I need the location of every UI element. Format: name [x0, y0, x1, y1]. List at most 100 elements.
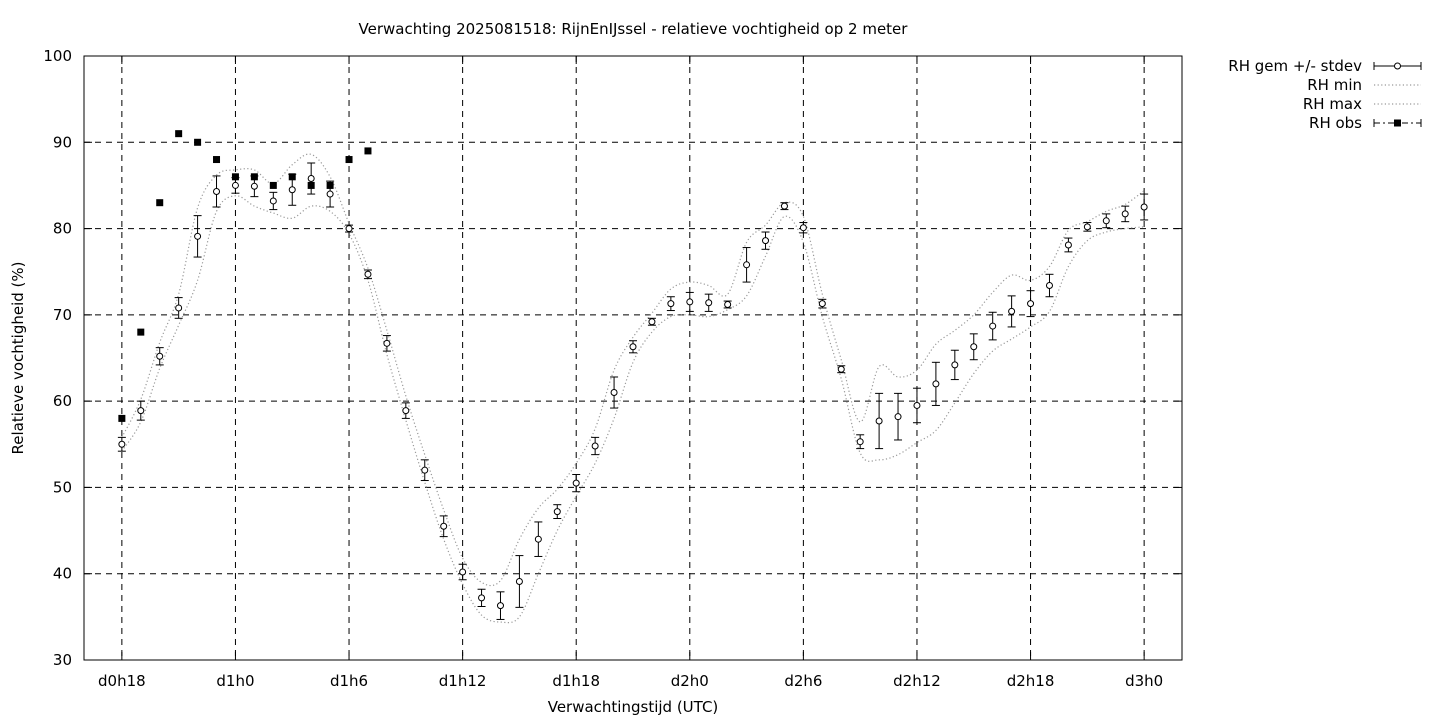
rh-mean-point — [363, 269, 372, 280]
rh-min-line — [121, 195, 1145, 624]
rh-mean-point — [1045, 273, 1054, 298]
mean-marker — [818, 300, 826, 308]
mean-marker — [1027, 300, 1035, 308]
mean-marker — [250, 182, 258, 190]
legend-item: RH max — [1303, 95, 1421, 113]
mean-marker — [194, 232, 202, 240]
mean-marker — [1102, 217, 1110, 225]
mean-marker — [913, 401, 921, 409]
mean-marker — [383, 339, 391, 347]
y-tick-label: 50 — [53, 478, 72, 496]
rh-mean-point — [269, 191, 278, 211]
obs-marker — [250, 173, 258, 181]
legend-label: RH obs — [1309, 114, 1362, 132]
mean-marker — [478, 594, 486, 602]
rh-mean-point — [439, 515, 448, 538]
rh-mean-point — [723, 300, 732, 309]
series-rh-min — [121, 195, 1145, 624]
mean-marker — [724, 301, 732, 309]
rh-mean-point — [345, 224, 354, 233]
mean-marker — [213, 187, 221, 195]
mean-marker — [780, 202, 788, 210]
rh-mean-point — [572, 473, 581, 493]
mean-marker — [402, 407, 410, 415]
y-axis-label: Relatieve vochtigheid (%) — [9, 261, 27, 454]
rh-mean-point — [155, 347, 164, 366]
mean-marker — [459, 568, 467, 576]
mean-marker — [440, 522, 448, 530]
x-tick-label: d1h12 — [439, 672, 487, 690]
obs-marker — [156, 199, 164, 207]
rh-mean-point — [1026, 290, 1035, 318]
mean-marker — [856, 438, 864, 446]
x-tick-label: d2h0 — [671, 672, 709, 690]
obs-marker — [364, 147, 372, 155]
mean-marker — [610, 389, 618, 397]
rh-mean-point — [894, 392, 903, 441]
rh-mean-point — [704, 293, 713, 312]
x-axis-label: Verwachtingstijd (UTC) — [548, 698, 719, 716]
y-tick-label: 80 — [53, 220, 72, 238]
rh-mean-point — [477, 588, 486, 608]
mean-marker — [269, 197, 277, 205]
obs-marker — [137, 328, 145, 336]
mean-marker — [667, 300, 675, 308]
mean-marker — [875, 417, 883, 425]
obs-marker — [269, 181, 277, 189]
obs-marker — [194, 138, 202, 146]
mean-marker — [515, 577, 523, 585]
plot-frame — [83, 55, 1183, 661]
x-tick-label: d1h6 — [330, 672, 368, 690]
mean-marker — [231, 181, 239, 189]
mean-marker — [553, 508, 561, 516]
rh-mean-point — [117, 436, 126, 452]
mean-marker — [572, 479, 580, 487]
mean-marker — [762, 237, 770, 245]
x-tick-label: d2h12 — [893, 672, 941, 690]
rh-mean-point — [912, 387, 921, 424]
mean-marker — [496, 602, 504, 610]
mean-marker — [705, 299, 713, 307]
grid — [84, 56, 1182, 660]
mean-marker — [1140, 203, 1148, 211]
rh-mean-point — [799, 222, 808, 234]
mean-marker — [364, 270, 372, 278]
rh-mean-point — [307, 162, 316, 195]
rh-mean-point — [174, 297, 183, 319]
rh-mean-point — [780, 202, 789, 211]
mean-marker — [989, 322, 997, 330]
y-axis: 30 40 50 60 70 80 90 100 — [43, 47, 1182, 669]
x-axis: d0h18 d1h0 d1h6 d1h12 d1h18 d2h0 d2h6 d2h12 d2h1… — [98, 56, 1163, 690]
x-tick-label: d2h6 — [784, 672, 822, 690]
mean-marker — [137, 407, 145, 415]
mean-marker — [156, 352, 164, 360]
rh-mean-point — [1083, 222, 1092, 232]
mean-marker — [326, 190, 334, 198]
legend-item: RH obs — [1309, 114, 1422, 132]
legend-marker — [1394, 119, 1401, 127]
rh-mean-point — [193, 215, 202, 258]
rh-max-line — [121, 153, 1145, 587]
rh-mean-point — [401, 402, 410, 419]
x-tick-label: d1h0 — [216, 672, 254, 690]
chart-title: Verwachting 2025081518: RijnEnIJssel - r… — [359, 20, 909, 38]
rh-mean-point — [685, 291, 694, 312]
rh-mean-point — [1007, 295, 1016, 328]
mean-marker — [1008, 307, 1016, 315]
rh-mean-point — [1121, 205, 1130, 223]
obs-marker — [326, 181, 334, 189]
rh-mean-point — [610, 376, 619, 409]
rh-mean-point — [837, 365, 846, 374]
legend-item: RH gem +/- stdev — [1228, 57, 1422, 75]
rh-mean-point — [666, 296, 675, 312]
mean-marker — [629, 343, 637, 351]
mean-marker — [1121, 210, 1129, 218]
mean-marker — [648, 318, 656, 326]
rh-mean-point — [988, 311, 997, 341]
mean-marker — [534, 535, 542, 543]
rh-mean-point — [458, 563, 467, 581]
mean-marker — [932, 380, 940, 388]
rh-mean-point — [856, 434, 865, 450]
obs-marker — [231, 173, 239, 181]
